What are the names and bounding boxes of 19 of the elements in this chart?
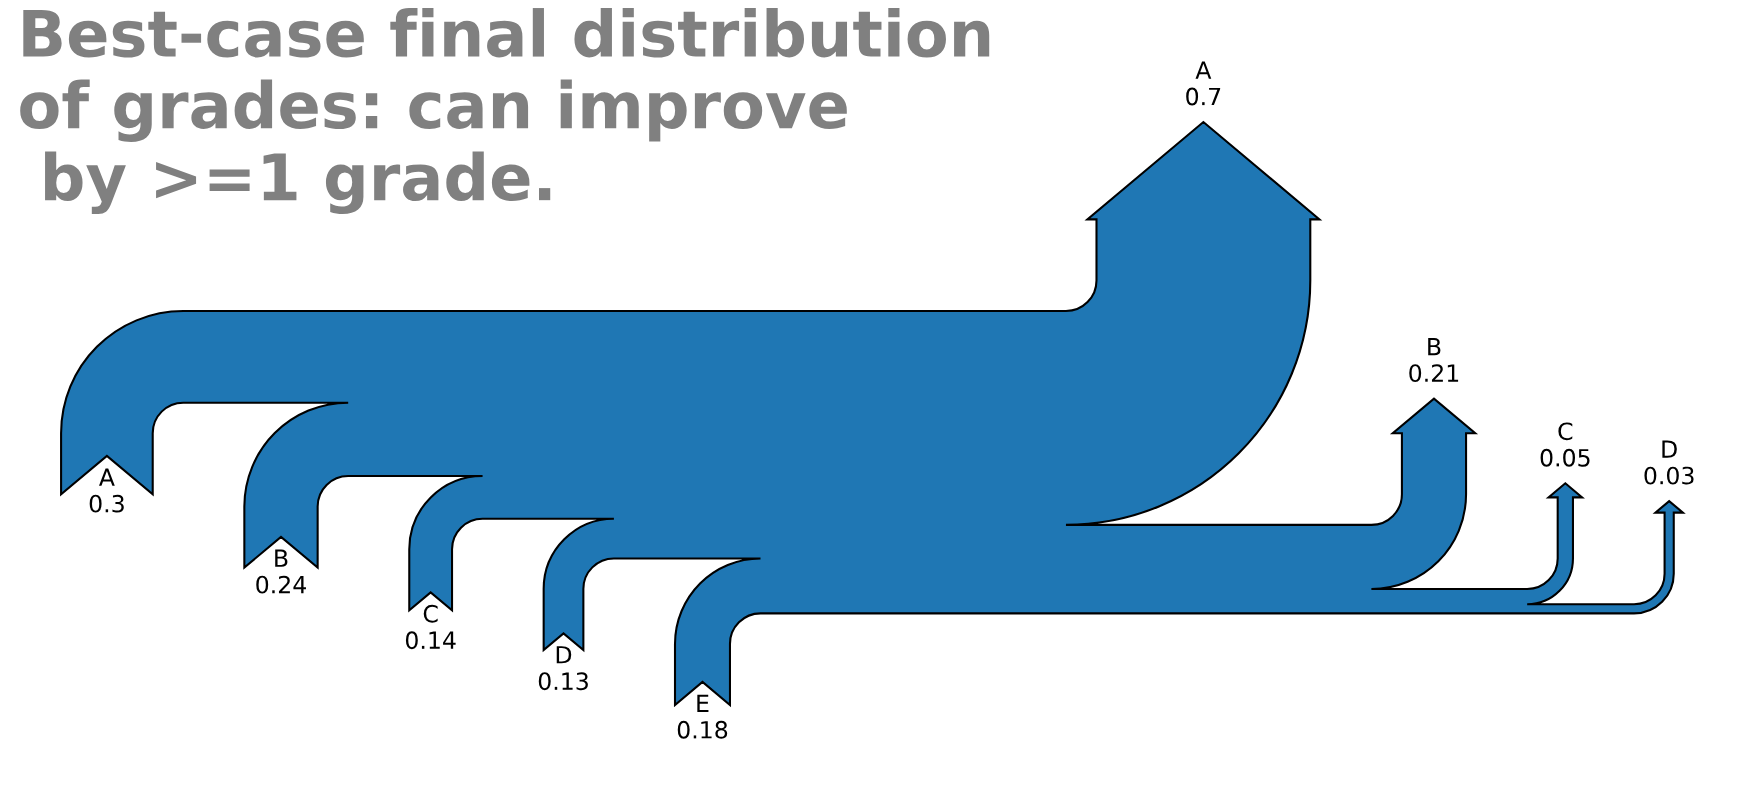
data-label: 0.14: [405, 631, 456, 650]
category-label: E: [697, 694, 709, 712]
data-label: 0.24: [256, 575, 306, 594]
category-label: B: [1428, 338, 1441, 356]
category-label: A: [1195, 61, 1212, 79]
data-label: 0.7: [1186, 87, 1221, 106]
data-label: 0.21: [1409, 364, 1459, 383]
data-label: 0.03: [1644, 466, 1694, 485]
category-label: C: [423, 604, 438, 623]
data-label: 0.05: [1540, 448, 1590, 467]
category-label: D: [1662, 440, 1677, 458]
category-label: B: [275, 549, 288, 567]
category-label: A: [99, 468, 115, 486]
data-label: 0.13: [538, 672, 588, 691]
data-label: 0.3: [89, 494, 124, 513]
text: Best-case final distribution of grades: can improve by >=1 grade.: [20, 8, 990, 214]
category-label: C: [1558, 422, 1573, 441]
category-label: D: [556, 646, 572, 664]
data-label: 0.18: [677, 720, 728, 739]
